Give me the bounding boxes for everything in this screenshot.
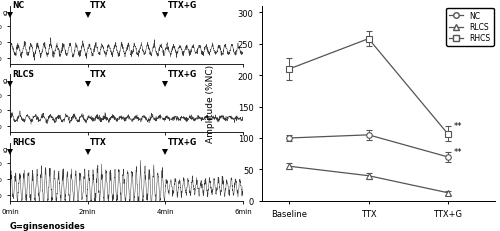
Legend: NC, RLCS, RHCS: NC, RLCS, RHCS [446, 9, 494, 46]
Text: TTX: TTX [90, 69, 106, 78]
Text: g: g [3, 78, 8, 84]
Text: TTX+G: TTX+G [168, 69, 196, 78]
Y-axis label: Amplitude (%NC): Amplitude (%NC) [206, 65, 215, 143]
Text: RHCS: RHCS [12, 137, 36, 146]
Text: g: g [3, 10, 8, 16]
Text: NC: NC [12, 1, 24, 10]
Text: G=ginsenosides: G=ginsenosides [10, 221, 86, 230]
Text: TTX: TTX [90, 137, 106, 146]
Text: TTX+G: TTX+G [168, 1, 196, 10]
Text: g: g [3, 146, 8, 152]
Text: RLCS: RLCS [12, 69, 34, 78]
Text: TTX: TTX [90, 1, 106, 10]
Text: TTX+G: TTX+G [168, 137, 196, 146]
Text: **: ** [454, 121, 462, 130]
Text: **: ** [454, 147, 462, 156]
